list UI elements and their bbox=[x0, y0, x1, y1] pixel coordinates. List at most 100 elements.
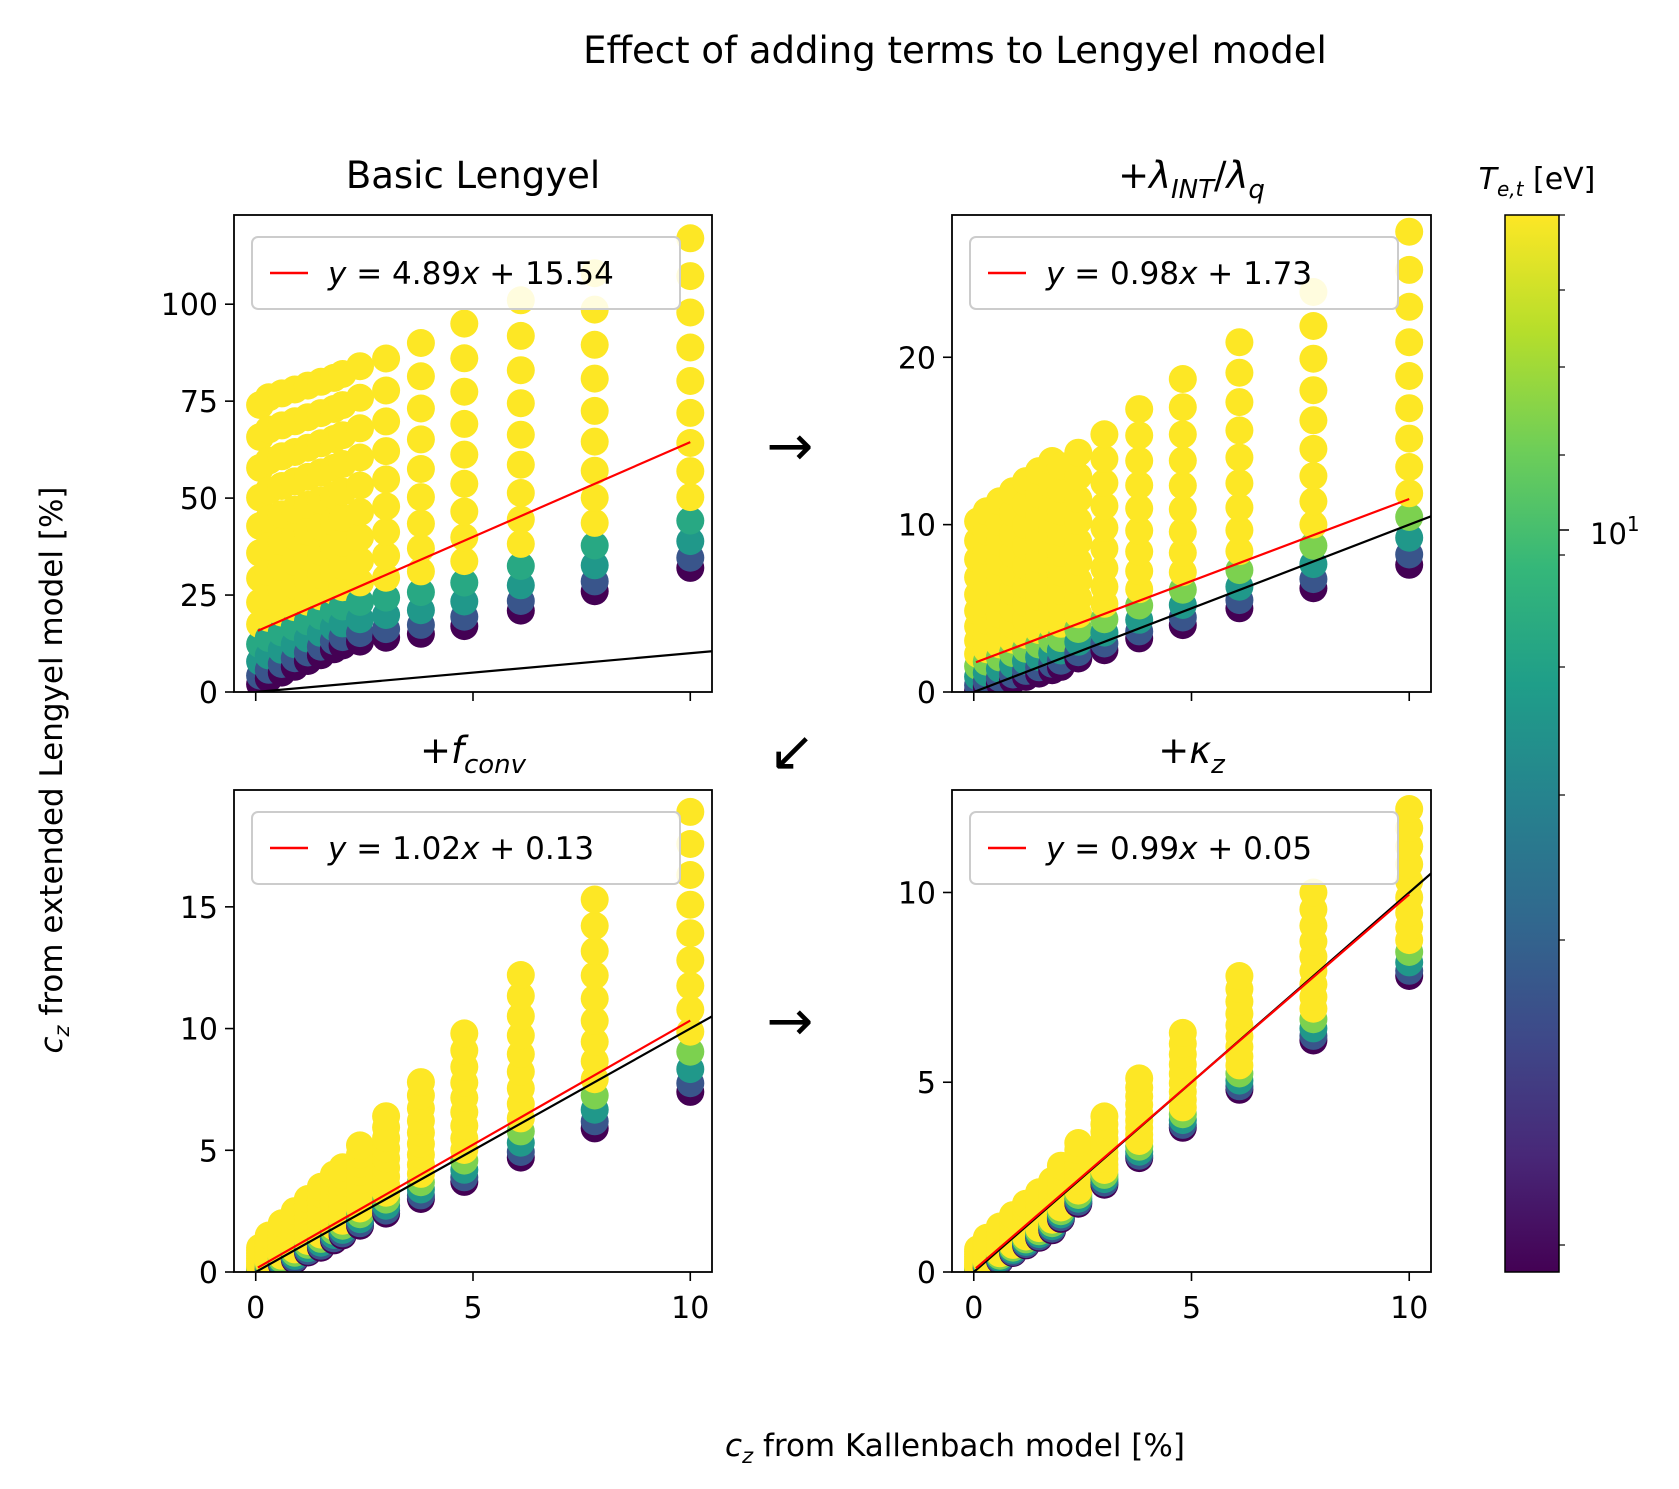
scatter-point bbox=[1125, 494, 1154, 523]
scatter-point bbox=[1225, 962, 1254, 990]
legend-label: y = 0.98x + 1.73 bbox=[1045, 256, 1312, 292]
scatter-point bbox=[1064, 1129, 1093, 1157]
legend: y = 0.98x + 1.73 bbox=[969, 236, 1399, 310]
scatter-point bbox=[1395, 328, 1424, 357]
scatter-point bbox=[1395, 503, 1424, 531]
scatter-point bbox=[580, 1006, 609, 1035]
scatter-point bbox=[346, 352, 374, 381]
scatter-point bbox=[676, 298, 705, 327]
scatter-point bbox=[1090, 534, 1119, 563]
scatter-point bbox=[372, 517, 401, 546]
scatter-point bbox=[372, 465, 401, 494]
y-tick-label: 20 bbox=[898, 341, 936, 376]
scatter-point bbox=[1299, 462, 1328, 490]
scatter-point bbox=[1064, 485, 1093, 513]
scatter-point bbox=[580, 1027, 609, 1056]
fit-line bbox=[975, 893, 1410, 1270]
scatter-point bbox=[1225, 493, 1254, 522]
colorbar: 101 Te,t [eV] bbox=[1479, 162, 1640, 1273]
scatter-point bbox=[450, 409, 479, 438]
scatter-point bbox=[580, 364, 609, 393]
scatter-point bbox=[1225, 388, 1254, 417]
scatter-point bbox=[506, 981, 535, 1010]
figure-title: Effect of adding terms to Lengyel model bbox=[583, 29, 1327, 72]
y-tick-label: 5 bbox=[199, 1134, 218, 1169]
scatter-point bbox=[1299, 312, 1328, 340]
legend-box bbox=[251, 236, 681, 310]
scatter-point bbox=[676, 333, 705, 362]
scatter-point bbox=[580, 911, 609, 940]
scatter-point bbox=[372, 437, 401, 466]
scatter-point bbox=[676, 1037, 705, 1066]
scatter-point bbox=[450, 344, 479, 373]
scatter-point bbox=[506, 1021, 535, 1050]
scatter-point bbox=[1225, 443, 1254, 472]
scatter-point bbox=[1299, 487, 1328, 516]
scatter-point bbox=[372, 1102, 401, 1131]
scatter-point bbox=[406, 362, 435, 391]
scatter-point bbox=[346, 546, 374, 575]
scatter-point bbox=[406, 509, 435, 538]
scatter-point bbox=[676, 946, 705, 975]
scatter-point bbox=[1395, 255, 1424, 284]
scatter-point bbox=[346, 588, 374, 616]
scatter-point bbox=[372, 492, 401, 521]
x-tick-label: 10 bbox=[1390, 1291, 1428, 1326]
scatter-point bbox=[450, 497, 479, 526]
scatter-point bbox=[1395, 453, 1424, 481]
scatter-point bbox=[450, 377, 479, 406]
scatter-point bbox=[346, 383, 374, 412]
scatter-point bbox=[1125, 516, 1154, 545]
scatter-point bbox=[580, 396, 609, 425]
scatter-point bbox=[1395, 217, 1424, 246]
scatter-point bbox=[1168, 558, 1197, 587]
scatter-point bbox=[1125, 557, 1154, 586]
y-tick-label: 0 bbox=[917, 676, 936, 711]
scatter-point bbox=[580, 427, 609, 456]
x-tick-label: 0 bbox=[964, 1291, 983, 1326]
scatter-point bbox=[506, 1002, 535, 1031]
y-axis-label: cz from extended Lengyel model [%] bbox=[34, 487, 74, 1054]
fit-line bbox=[257, 1019, 691, 1269]
fit-line bbox=[975, 497, 1410, 664]
scatter-point bbox=[1064, 547, 1093, 576]
scatter-point bbox=[1064, 462, 1093, 491]
legend-label: y = 4.89x + 15.54 bbox=[327, 256, 614, 292]
scatter-point bbox=[346, 414, 374, 443]
scatter-point bbox=[1125, 421, 1154, 450]
scatter-point bbox=[506, 529, 535, 558]
scatter-point bbox=[372, 376, 401, 405]
scatter-point bbox=[1090, 491, 1119, 520]
scatter-point bbox=[346, 1131, 374, 1160]
y-tick-label: 10 bbox=[180, 1013, 218, 1048]
scatter-point bbox=[406, 534, 435, 563]
scatter-point bbox=[346, 498, 374, 527]
panel-title: +κz bbox=[1158, 729, 1226, 780]
scatter-point bbox=[1395, 362, 1424, 390]
legend-box bbox=[251, 811, 681, 885]
scatter-point bbox=[580, 508, 609, 537]
scatter-point bbox=[406, 1068, 435, 1097]
scatter-point bbox=[1090, 554, 1119, 583]
scatter-point bbox=[1090, 1102, 1119, 1131]
panel-title: +λINT/λq bbox=[1118, 154, 1265, 205]
scatter-point bbox=[372, 583, 401, 612]
scatter-point bbox=[1125, 395, 1154, 424]
scatter-point bbox=[580, 937, 609, 966]
y-tick-label: 75 bbox=[180, 385, 218, 420]
scatter-point bbox=[406, 425, 435, 454]
x-tick-label: 10 bbox=[671, 1291, 709, 1326]
scatter-point bbox=[1090, 420, 1119, 449]
y-tick-label: 25 bbox=[180, 579, 218, 614]
scatter-point bbox=[1395, 523, 1424, 552]
scatter-point bbox=[1064, 527, 1093, 556]
scatter-point bbox=[676, 830, 705, 858]
arrow-bottom: → bbox=[767, 989, 814, 1054]
scatter-point bbox=[450, 547, 479, 576]
scatter-point bbox=[1090, 468, 1119, 497]
scatter-point bbox=[1168, 365, 1197, 393]
scatter-point bbox=[406, 557, 435, 586]
colorbar-gradient bbox=[1504, 214, 1560, 1273]
scatter-point bbox=[1125, 471, 1154, 500]
